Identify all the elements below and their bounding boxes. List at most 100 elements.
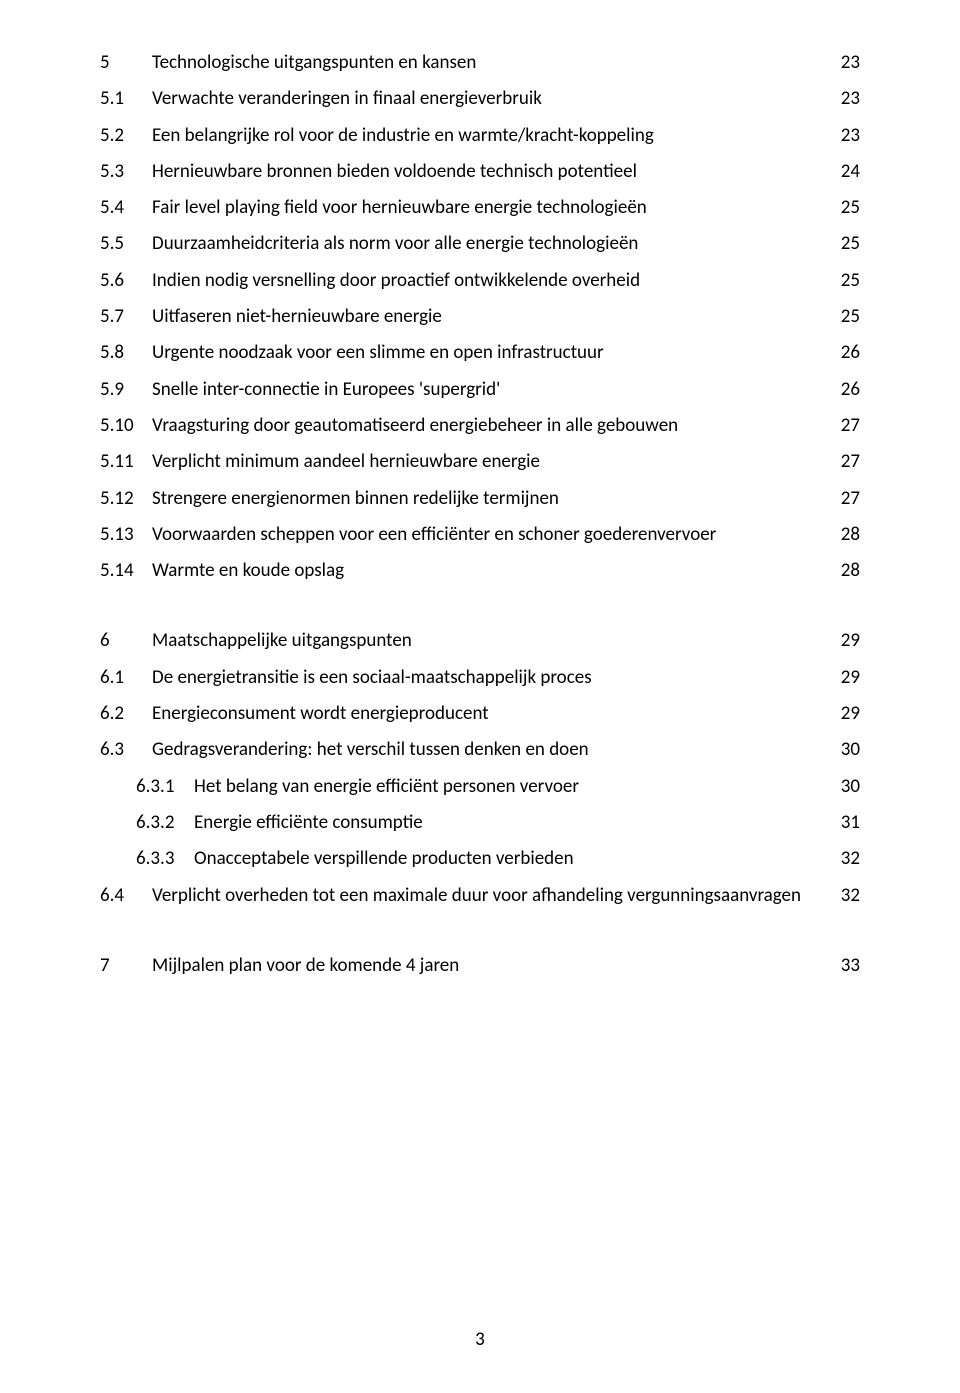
toc-entry-number: 5.11: [100, 451, 152, 474]
page-number: 3: [0, 1328, 960, 1351]
toc-entry-number: 6: [100, 630, 152, 653]
toc-entry-number: 6.3.3: [136, 848, 194, 871]
toc-entry-number: 5.2: [100, 125, 152, 148]
toc-entry-title: Energieconsument wordt energieproducent: [152, 703, 489, 726]
toc-entry: 6.2Energieconsument wordt energieproduce…: [100, 703, 860, 726]
toc-entry-page: 25: [837, 306, 860, 329]
toc-entry-number: 5.1: [100, 88, 152, 111]
toc-entry-number: 6.1: [100, 667, 152, 690]
toc-entry-number: 5.9: [100, 379, 152, 402]
toc-entry-title: Een belangrijke rol voor de industrie en…: [152, 125, 654, 148]
toc-entry: 5.9Snelle inter-connectie in Europees 's…: [100, 379, 860, 402]
toc-entry-title: Snelle inter-connectie in Europees 'supe…: [152, 379, 500, 402]
toc-entry-title: Urgente noodzaak voor een slimme en open…: [152, 342, 604, 365]
toc-entry-number: 6.3.1: [136, 776, 194, 799]
toc-entry: 5.2Een belangrijke rol voor de industrie…: [100, 125, 860, 148]
toc-entry-page: 23: [837, 88, 860, 111]
toc-entry-page: 29: [837, 703, 860, 726]
toc-entry-title: Onacceptabele verspillende producten ver…: [194, 848, 574, 871]
toc-entry-number: 5.3: [100, 161, 152, 184]
toc-entry-number: 5.4: [100, 197, 152, 220]
toc-entry-number: 5.14: [100, 560, 152, 583]
toc-entry-number: 6.4: [100, 885, 152, 908]
toc-entry-title: Gedragsverandering: het verschil tussen …: [152, 739, 589, 762]
toc-entry-number: 5.8: [100, 342, 152, 365]
toc-entry-page: 24: [837, 161, 860, 184]
toc-entry-number: 5.7: [100, 306, 152, 329]
toc-entry: 5.3Hernieuwbare bronnen bieden voldoende…: [100, 161, 860, 184]
toc-entry: 5.7Uitfaseren niet-hernieuwbare energie 2…: [100, 306, 860, 329]
toc-entry-number: 6.3.2: [136, 812, 194, 835]
toc-entry-number: 5.12: [100, 488, 152, 511]
toc-entry: 5.1Verwachte veranderingen in finaal ene…: [100, 88, 860, 111]
toc-entry-title: Voorwaarden scheppen voor een efficiënte…: [152, 524, 716, 547]
toc-entry-page: 29: [837, 630, 860, 653]
toc-entry-title: Vraagsturing door geautomatiseerd energi…: [152, 415, 678, 438]
toc-entry-page: 28: [837, 524, 860, 547]
toc-entry-page: 27: [837, 451, 860, 474]
table-of-contents: 5Technologische uitgangspunten en kansen…: [100, 52, 860, 978]
toc-entry-number: 5.5: [100, 233, 152, 256]
toc-entry-page: 27: [837, 415, 860, 438]
toc-entry: 6.3.2Energie efficiënte consumptie 31: [100, 812, 860, 835]
toc-entry-number: 5: [100, 52, 152, 75]
toc-entry-title: Duurzaamheidcriteria als norm voor alle …: [152, 233, 638, 256]
toc-entry-title: Technologische uitgangspunten en kansen: [152, 52, 476, 75]
toc-entry: 6.1De energietransitie is een sociaal-ma…: [100, 667, 860, 690]
toc-entry-title: Strengere energienormen binnen redelijke…: [152, 488, 559, 511]
toc-entry-number: 7: [100, 955, 152, 978]
toc-entry-page: 25: [837, 197, 860, 220]
toc-entry-number: 6.3: [100, 739, 152, 762]
toc-entry: 5.12Strengere energienormen binnen redel…: [100, 488, 860, 511]
toc-entry: 6.4Verplicht overheden tot een maximale …: [100, 885, 860, 908]
toc-entry-title: Maatschappelijke uitgangspunten: [152, 630, 412, 653]
toc-entry-page: 32: [837, 885, 860, 908]
toc-entry-page: 30: [837, 739, 860, 762]
toc-entry-title: Fair level playing field voor hernieuwba…: [152, 197, 647, 220]
page: 5Technologische uitgangspunten en kansen…: [0, 0, 960, 1393]
toc-entry-title: Energie efficiënte consumptie: [194, 812, 423, 835]
toc-entry: 5.14Warmte en koude opslag 28: [100, 560, 860, 583]
toc-entry-page: 26: [837, 379, 860, 402]
toc-entry-page: 29: [837, 667, 860, 690]
toc-entry-page: 23: [837, 52, 860, 75]
toc-entry: 5.13Voorwaarden scheppen voor een effici…: [100, 524, 860, 547]
toc-entry: 6Maatschappelijke uitgangspunten 29: [100, 630, 860, 653]
section-gap: [100, 921, 860, 955]
toc-entry-number: 5.6: [100, 270, 152, 293]
toc-entry-title: Verplicht minimum aandeel hernieuwbare e…: [152, 451, 540, 474]
toc-entry-page: 26: [837, 342, 860, 365]
toc-entry-title: Indien nodig versnelling door proactief …: [152, 270, 640, 293]
toc-entry: 5.10Vraagsturing door geautomatiseerd en…: [100, 415, 860, 438]
toc-entry-page: 25: [837, 233, 860, 256]
toc-entry-title: Hernieuwbare bronnen bieden voldoende te…: [152, 161, 637, 184]
toc-entry: 5.11Verplicht minimum aandeel hernieuwba…: [100, 451, 860, 474]
toc-entry-title: Verplicht overheden tot een maximale duu…: [152, 885, 801, 908]
toc-entry: 5.8Urgente noodzaak voor een slimme en o…: [100, 342, 860, 365]
toc-entry: 5.6Indien nodig versnelling door proacti…: [100, 270, 860, 293]
toc-entry: 7Mijlpalen plan voor de komende 4 jaren 3…: [100, 955, 860, 978]
toc-entry-page: 27: [837, 488, 860, 511]
toc-entry-page: 23: [837, 125, 860, 148]
toc-entry: 6.3.1Het belang van energie efficiënt pe…: [100, 776, 860, 799]
toc-entry: 5.4Fair level playing field voor hernieu…: [100, 197, 860, 220]
toc-entry-number: 5.13: [100, 524, 152, 547]
toc-entry-title: Warmte en koude opslag: [152, 560, 344, 583]
toc-entry-page: 32: [837, 848, 860, 871]
toc-entry-title: Uitfaseren niet-hernieuwbare energie: [152, 306, 442, 329]
toc-entry-title: Het belang van energie efficiënt persone…: [194, 776, 579, 799]
toc-entry-page: 33: [837, 955, 860, 978]
toc-entry-page: 31: [837, 812, 860, 835]
toc-entry: 5.5Duurzaamheidcriteria als norm voor al…: [100, 233, 860, 256]
toc-entry-title: Mijlpalen plan voor de komende 4 jaren: [152, 955, 459, 978]
toc-entry: 5Technologische uitgangspunten en kansen…: [100, 52, 860, 75]
toc-entry-page: 25: [837, 270, 860, 293]
toc-entry-title: De energietransitie is een sociaal-maats…: [152, 667, 592, 690]
toc-entry: 6.3.3Onacceptabele verspillende producte…: [100, 848, 860, 871]
toc-entry-page: 28: [837, 560, 860, 583]
toc-entry: 6.3Gedragsverandering: het verschil tuss…: [100, 739, 860, 762]
section-gap: [100, 596, 860, 630]
toc-entry-number: 6.2: [100, 703, 152, 726]
toc-entry-number: 5.10: [100, 415, 152, 438]
toc-entry-page: 30: [837, 776, 860, 799]
